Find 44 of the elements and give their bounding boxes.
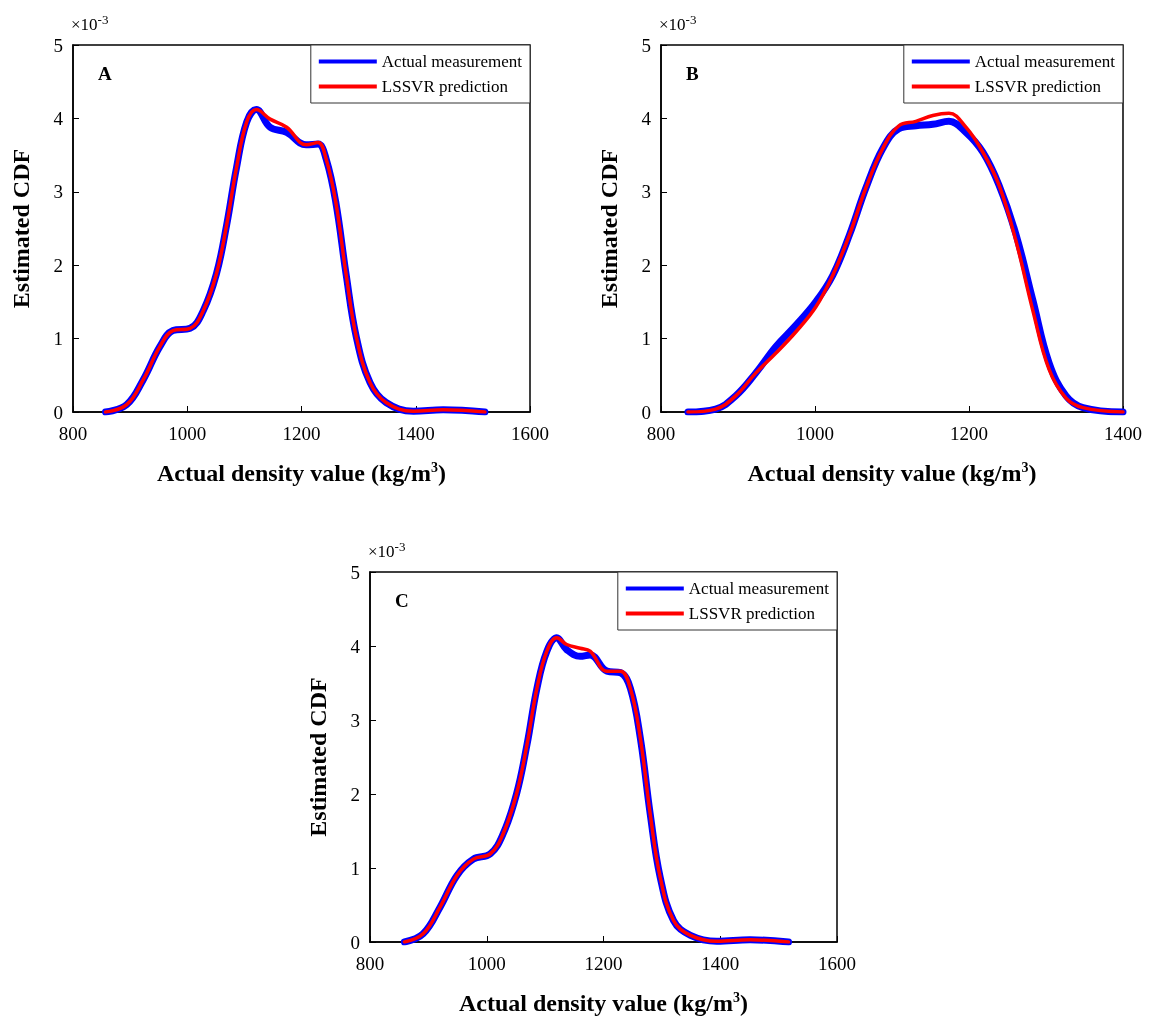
y-tick-label: 0 xyxy=(641,401,651,423)
y-tick-label: 2 xyxy=(641,254,651,276)
y-tick-label: 3 xyxy=(641,181,651,203)
legend-label: LSSVR prediction xyxy=(974,77,1102,96)
y-tick-label: 1 xyxy=(350,857,360,879)
y-tick-label: 5 xyxy=(53,34,63,56)
x-tick-label: 1200 xyxy=(950,423,988,444)
text: C xyxy=(395,590,409,611)
y-tick-label: 2 xyxy=(53,254,63,276)
y-tick-label: 5 xyxy=(350,561,360,583)
y-tick-label: 4 xyxy=(53,107,64,129)
x-tick-label: 800 xyxy=(646,423,676,444)
x-tick-label: 1000 xyxy=(168,423,207,444)
y-tick-label: 5 xyxy=(641,34,651,56)
legend-label: LSSVR prediction xyxy=(381,77,509,96)
y-tick-label: 1 xyxy=(641,328,651,350)
y-tick-label: 4 xyxy=(350,635,361,657)
y-axis-title: Estimated CDF xyxy=(8,148,34,309)
y-axis-title: Estimated CDF xyxy=(305,677,331,837)
text: B xyxy=(686,63,699,84)
x-tick-label: 1400 xyxy=(701,953,740,974)
text: A xyxy=(98,63,112,84)
x-tick-label: 800 xyxy=(355,953,385,974)
y-tick-label: 4 xyxy=(641,107,652,129)
y-tick-label: 0 xyxy=(350,931,360,953)
x-tick-label: 1000 xyxy=(796,423,834,444)
x-tick-label: 1200 xyxy=(282,423,321,444)
y-axis-title: Estimated CDF xyxy=(596,148,622,309)
legend-label: Actual measurement xyxy=(974,52,1116,71)
x-tick-label: 1600 xyxy=(818,953,856,974)
x-tick-label: 800 xyxy=(58,423,88,444)
y-tick-label: 1 xyxy=(53,328,63,350)
legend-label: Actual measurement xyxy=(688,579,830,598)
x-tick-label: 1000 xyxy=(467,953,506,974)
x-tick-label: 1600 xyxy=(511,423,549,444)
x-tick-label: 1200 xyxy=(584,953,623,974)
y-tick-label: 2 xyxy=(350,783,360,805)
y-tick-label: 3 xyxy=(350,709,360,731)
x-tick-label: 1400 xyxy=(1104,423,1142,444)
x-tick-label: 1400 xyxy=(396,423,435,444)
y-tick-label: 3 xyxy=(53,181,63,203)
y-tick-label: 0 xyxy=(53,401,63,423)
legend-label: Actual measurement xyxy=(381,52,523,71)
legend-label: LSSVR prediction xyxy=(688,604,816,623)
